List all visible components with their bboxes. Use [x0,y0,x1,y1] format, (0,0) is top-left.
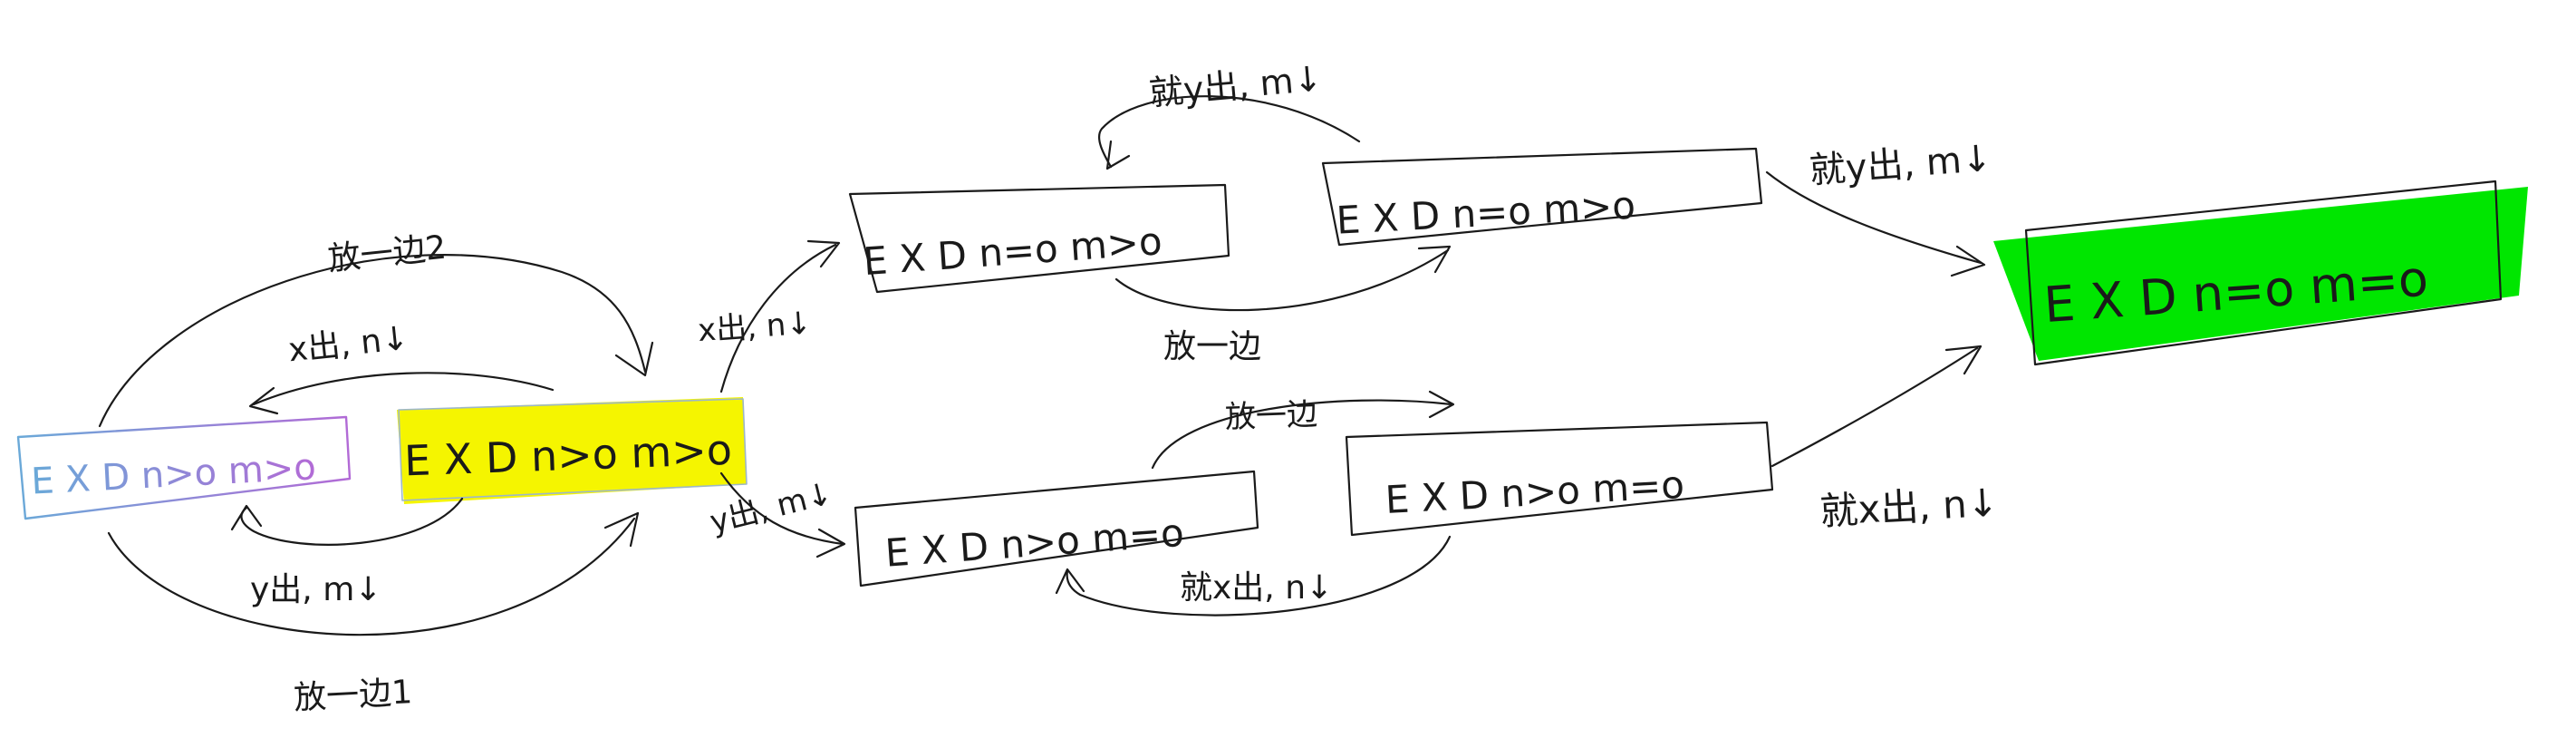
edge-e8-arrowhead [1417,245,1452,274]
edge-e11: 就y出, m↓ [1765,138,1993,277]
edge-e3: y出, m↓ [230,497,464,608]
edge-e4-line [107,517,636,636]
edge-e9-arrowhead [1428,390,1455,419]
node-n7-box [2024,180,2503,366]
edge-e5-label: x出, n↓ [697,305,813,349]
node-n1-box [16,415,352,520]
edge-e7-label: 就y出, m↓ [1147,58,1324,113]
edge-e10: 就x出, n↓ [1055,535,1452,617]
node-n5-label: E X D n>o m=o [883,510,1185,576]
node-n1: E X D n>o m>o [16,415,352,520]
edge-e5-arrowhead [806,239,841,268]
edge-e3-arrowhead [230,504,263,531]
edge-e3-line [240,497,464,546]
edge-e4-label: 放一边1 [293,674,413,717]
edge-e7-arrowhead [1105,140,1131,170]
node-n7: E X D n=o m=o [1993,180,2528,366]
edge-e5-line [719,243,837,393]
edge-e2: x出, n↓ [248,320,555,415]
edge-e7: 就y出, m↓ [1097,58,1361,170]
edge-e12: 就x出, n↓ [1770,345,2000,534]
edge-e4: 放一边1 [107,511,640,717]
node-n3: E X D n=o m>o [848,183,1230,294]
edge-e8: 放一边 [1114,245,1452,365]
node-n3-box [848,183,1230,294]
node-n1-label: E X D n>o m>o [30,446,317,502]
edge-e7-line [1097,95,1361,169]
edge-e12-arrowhead [1944,345,1983,375]
node-n7-highlight [1993,187,2528,361]
edge-e6-line [719,471,844,546]
edge-e2-label: x出, n↓ [286,320,410,370]
edge-e9-line [1151,399,1453,470]
edge-e1-line [98,254,647,428]
edge-e1-label: 放一边2 [326,228,448,277]
node-n6-box [1345,421,1774,537]
node-n2-box [398,398,748,501]
node-n2-label: E X D n>o m>o [403,425,732,486]
edge-e6-arrowhead [815,528,846,558]
edge-e11-label: 就y出, m↓ [1808,138,1992,192]
edge-e2-line [252,372,555,406]
edge-e3-label: y出, m↓ [250,571,381,608]
edge-e12-label: 就x出, n↓ [1819,481,2000,534]
node-n4: E X D n=o m>o [1321,147,1763,247]
node-n6: E X D n>o m=o [1345,421,1774,537]
edge-e11-arrowhead [1950,245,1986,277]
edge-e10-line [1066,535,1452,617]
edge-e9-label: 放一边 [1224,396,1317,436]
node-n4-box [1321,147,1763,247]
node-n2-highlight [397,397,747,504]
edge-e10-arrowhead [1055,568,1085,595]
edge-e5: x出, n↓ [697,239,841,393]
edge-e12-line [1770,346,1979,468]
node-n5-box [854,470,1259,587]
edge-e9: 放一边 [1151,390,1455,470]
edge-e4-arrowhead [603,511,640,548]
node-n3-label: E X D n=o m>o [862,218,1163,284]
edge-e11-line [1765,170,1983,265]
node-n6-label: E X D n>o m=o [1384,462,1685,522]
edge-e10-label: 就x出, n↓ [1180,569,1333,607]
edge-e8-line [1114,248,1450,312]
edge-e1-arrowhead [614,341,654,377]
node-n4-label: E X D n=o m>o [1336,183,1636,243]
edge-e2-arrowhead [248,386,279,415]
node-n2: E X D n>o m>o [397,397,748,504]
edge-e8-label: 放一边 [1163,328,1261,365]
